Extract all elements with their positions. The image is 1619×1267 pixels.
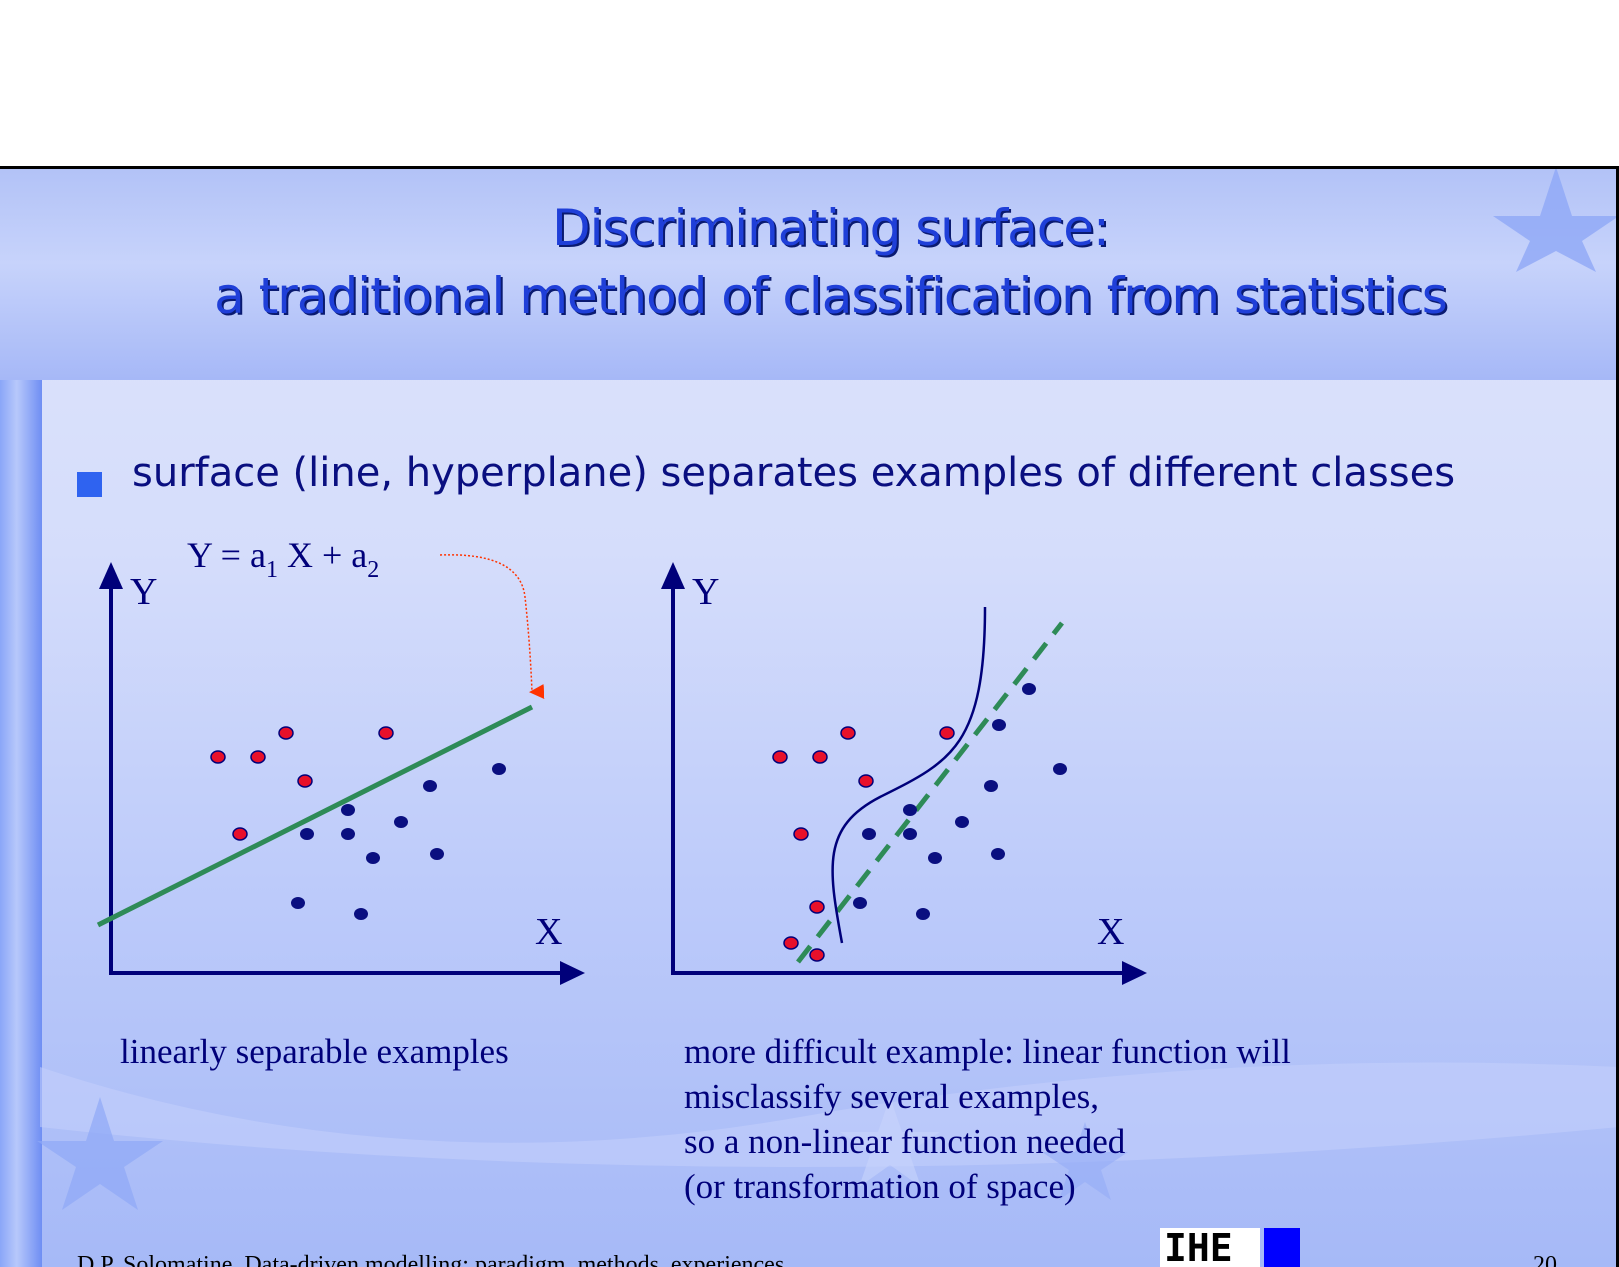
data-point-red <box>210 750 226 764</box>
star-icon <box>37 1097 163 1210</box>
bullet-text: surface (line, hyperplane) separates exa… <box>132 450 1456 496</box>
data-point-red <box>809 900 825 914</box>
linear-separator-dashed <box>796 621 1064 964</box>
right-caption-line: misclassify several examples, <box>684 1077 1100 1116</box>
slide-right-border <box>1616 167 1619 1267</box>
diagrams: Y = a1 X + a2 Y X <box>96 535 1147 985</box>
title-band <box>0 167 1619 380</box>
nonlinear-separator <box>831 606 987 944</box>
background-decoration <box>37 167 1619 1210</box>
class-b-points <box>853 683 1067 920</box>
data-point-red <box>378 726 394 740</box>
x-axis-arrowhead <box>1122 961 1147 985</box>
y-axis-arrowhead <box>661 562 685 589</box>
left-caption: linearly separable examples <box>120 1032 509 1071</box>
y-axis-label: Y <box>130 571 157 613</box>
data-point-blue <box>916 908 930 920</box>
background-swoosh <box>40 1062 1619 1167</box>
equation: Y = a1 X + a2 <box>187 535 379 583</box>
data-point-blue <box>903 828 917 840</box>
equation-pointer-arrow <box>439 554 545 700</box>
data-point-blue <box>341 804 355 816</box>
data-point-blue <box>341 828 355 840</box>
data-point-red <box>793 827 809 841</box>
data-point-red <box>840 726 856 740</box>
right-diagram: Y X <box>661 562 1147 985</box>
class-a-points <box>772 726 955 962</box>
right-caption-line: (or transformation of space) <box>684 1167 1076 1206</box>
bullet-square-icon <box>77 472 102 497</box>
data-point-red <box>250 750 266 764</box>
data-point-blue <box>955 816 969 828</box>
title-line-2: a traditional method of classification f… <box>214 267 1448 325</box>
data-point-blue <box>928 852 942 864</box>
data-point-blue <box>903 804 917 816</box>
y-axis-arrowhead <box>99 562 123 589</box>
data-point-blue <box>354 908 368 920</box>
data-point-red <box>297 774 313 788</box>
left-diagram: Y = a1 X + a2 Y X <box>96 535 585 985</box>
data-point-blue <box>1053 763 1067 775</box>
data-point-red <box>812 750 828 764</box>
x-axis-arrowhead <box>560 961 585 985</box>
data-point-blue <box>1022 683 1036 695</box>
data-point-blue <box>430 848 444 860</box>
data-point-red <box>809 948 825 962</box>
data-point-blue <box>423 780 437 792</box>
slide: Discriminating surface: a traditional me… <box>0 167 1619 1267</box>
title-line-1: Discriminating surface: <box>552 199 1110 257</box>
right-caption: more difficult example: linear function … <box>684 1029 1291 1209</box>
data-point-blue <box>492 763 506 775</box>
right-caption-line: so a non-linear function needed <box>684 1122 1126 1161</box>
star-icon <box>1493 167 1619 272</box>
data-point-red <box>939 726 955 740</box>
data-point-blue <box>992 719 1006 731</box>
star-icon <box>840 1097 940 1187</box>
linear-separator <box>96 704 534 928</box>
data-point-blue <box>300 828 314 840</box>
slide-top-border <box>0 166 1619 169</box>
right-caption-line: more difficult example: linear function … <box>684 1032 1291 1071</box>
ihe-logo: IHE <box>1160 1228 1300 1267</box>
y-axis-label: Y <box>692 571 719 613</box>
data-point-blue <box>291 897 305 909</box>
data-point-blue <box>366 852 380 864</box>
data-point-blue <box>984 780 998 792</box>
x-axis-label: X <box>1097 911 1124 953</box>
star-icon <box>1042 1122 1128 1200</box>
data-point-red <box>783 936 799 950</box>
data-point-blue <box>853 897 867 909</box>
footer-text: D.P. Solomatine. Data-driven modelling: … <box>77 1252 785 1267</box>
page-number: 20 <box>1533 1252 1557 1267</box>
data-point-blue <box>862 828 876 840</box>
svg-text:IHE: IHE <box>1164 1228 1233 1267</box>
class-b-points <box>291 763 506 920</box>
data-point-red <box>232 827 248 841</box>
data-point-blue <box>991 848 1005 860</box>
data-point-red <box>772 750 788 764</box>
class-a-points <box>210 726 394 841</box>
data-point-red <box>858 774 874 788</box>
data-point-red <box>278 726 294 740</box>
data-point-blue <box>394 816 408 828</box>
x-axis-label: X <box>535 911 562 953</box>
